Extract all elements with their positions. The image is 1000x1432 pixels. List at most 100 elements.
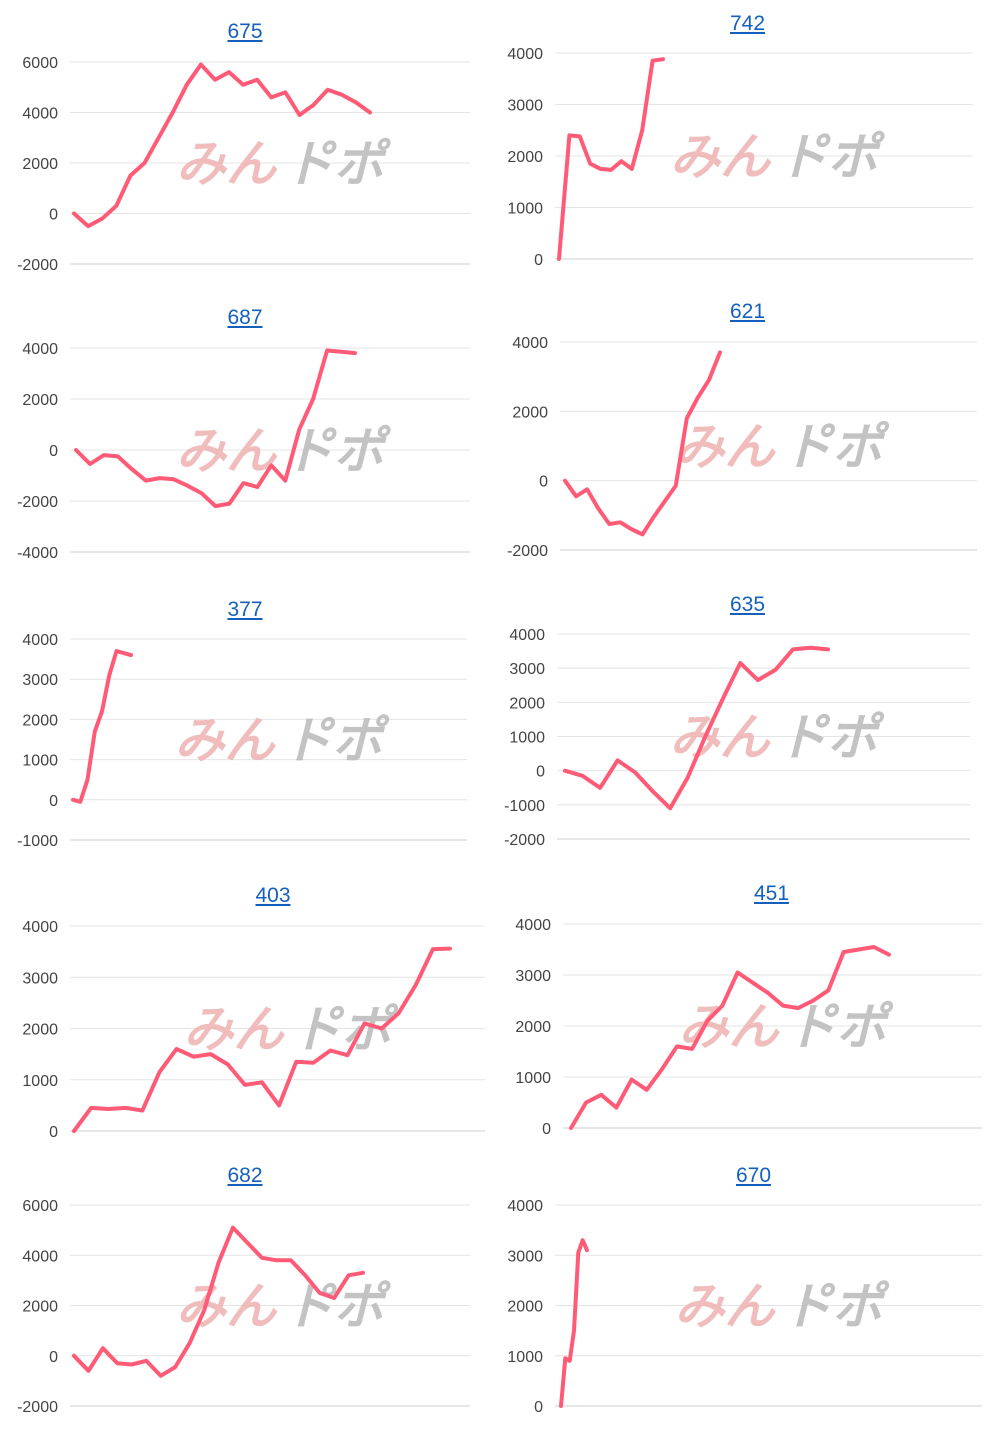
watermark-logo: みん ト゚ポ [176, 135, 392, 193]
y-tick-label: 2000 [22, 712, 58, 729]
chart-title-link[interactable]: 621 [729, 300, 766, 323]
y-tick-label: 0 [536, 764, 545, 781]
chart-panel-1: 675 6000 4000 2000 0 -2000 みん ト゚ポ [0, 14, 490, 284]
series-line [569, 945, 891, 1130]
line-chart: 6000 4000 2000 0 -2000 みん ト゚ポ [17, 1198, 470, 1416]
y-tick-label: 1000 [22, 1073, 58, 1090]
line-chart: 4000 3000 2000 1000 0 みん ト゚ポ [507, 46, 973, 269]
y-tick-label: 4000 [22, 341, 58, 358]
y-tick-label: 4000 [22, 1248, 58, 1265]
series-line [74, 348, 357, 509]
y-tick-label: 4000 [507, 46, 543, 63]
y-tick-label: 2000 [512, 404, 548, 421]
y-tick-label: -2000 [17, 257, 58, 274]
chart-title-link[interactable]: 687 [227, 306, 263, 329]
line-chart: 4000 3000 2000 1000 0 みん ト゚ポ [515, 917, 982, 1138]
watermark-text-left: みん [176, 135, 278, 193]
chart-title-link[interactable]: 670 [735, 1164, 772, 1187]
y-tick-label: -1000 [504, 798, 545, 815]
y-tick-label: 0 [542, 1121, 551, 1138]
y-tick-label: 2000 [22, 1022, 58, 1039]
watermark-text-right: ト゚ポ [283, 712, 391, 770]
watermark-logo: みん ト゚ポ [675, 418, 891, 476]
y-tick-label: 6000 [22, 1198, 58, 1215]
chart-panel-10: 670 4000 3000 2000 1000 0 みん ト゚ポ [495, 1158, 1000, 1428]
chart-title-link[interactable]: 451 [753, 882, 790, 905]
y-tick-label: 4000 [515, 917, 551, 934]
watermark-text-right: ト゚ポ [787, 998, 895, 1056]
watermark-logo: みん ト゚ポ [176, 1278, 392, 1336]
y-tick-label: 0 [49, 1124, 58, 1141]
chart-title-link[interactable]: 403 [255, 884, 291, 907]
y-tick-label: 3000 [507, 1248, 543, 1265]
y-tick-label: 1000 [509, 730, 545, 747]
y-tick-label: 0 [539, 474, 548, 491]
chart-panel-3: 687 4000 2000 0 -2000 -4000 みん ト゚ポ [0, 300, 490, 570]
series-line [72, 946, 452, 1133]
y-tick-label: 0 [49, 443, 58, 460]
watermark-text-right: ト゚ポ [284, 1278, 392, 1336]
line-chart: 4000 3000 2000 1000 0 みん ト゚ポ [507, 1198, 982, 1416]
y-tick-label: 1000 [507, 201, 543, 218]
chart-title-link[interactable]: 682 [227, 1164, 263, 1187]
y-tick-label: 0 [534, 1399, 543, 1416]
y-tick-label: 3000 [22, 672, 58, 689]
line-chart: 6000 4000 2000 0 -2000 みん ト゚ポ [17, 55, 470, 274]
series-line [72, 1225, 365, 1378]
y-tick-label: 4000 [509, 627, 545, 644]
y-tick-label: 2000 [22, 1299, 58, 1316]
y-tick-label: -2000 [507, 543, 548, 560]
chart-panel-5: 377 4000 3000 2000 1000 0 -1000 みん ト゚ポ [0, 592, 490, 862]
y-tick-label: -2000 [17, 494, 58, 511]
y-tick-label: 2000 [22, 156, 58, 173]
watermark-text-left: みん [184, 1001, 286, 1059]
chart-panel-9: 682 6000 4000 2000 0 -2000 みん ト゚ポ [0, 1158, 490, 1428]
series-line [563, 350, 722, 537]
watermark-logo: みん ト゚ポ [670, 128, 886, 186]
chart-title-link[interactable]: 635 [729, 593, 766, 616]
y-tick-label: 2000 [507, 1299, 543, 1316]
series-line [559, 1238, 589, 1408]
series-line [557, 57, 665, 261]
y-tick-label: -1000 [17, 833, 58, 850]
line-chart: 4000 3000 2000 1000 0 みん ト゚ポ [22, 919, 485, 1141]
y-tick-label: -2000 [17, 1399, 58, 1416]
chart-panel-4: 621 4000 2000 0 -2000 みん ト゚ポ [495, 294, 1000, 564]
chart-title-link[interactable]: 377 [227, 598, 263, 621]
watermark-logo: みん ト゚ポ [670, 709, 886, 767]
line-chart: 4000 3000 2000 1000 0 -1000 -2000 みん ト゚ポ [504, 627, 970, 849]
y-tick-label: 2000 [515, 1019, 551, 1036]
y-tick-label: 6000 [22, 55, 58, 72]
watermark-logo: みん ト゚ポ [176, 422, 392, 480]
line-chart: 4000 2000 0 -2000 みん ト゚ポ [507, 335, 977, 560]
y-tick-label: -2000 [504, 832, 545, 849]
watermark-logo: みん ト゚ポ [184, 1001, 400, 1059]
y-tick-label: 4000 [512, 335, 548, 352]
y-tick-label: 1000 [22, 753, 58, 770]
y-tick-label: 1000 [515, 1070, 551, 1087]
y-tick-label: 4000 [22, 919, 58, 936]
watermark-text-left: みん [670, 709, 772, 767]
watermark-text-right: ト゚ポ [778, 128, 886, 186]
watermark-logo: みん ト゚ポ [679, 998, 895, 1056]
watermark-text-left: みん [176, 422, 278, 480]
line-chart: 4000 2000 0 -2000 -4000 みん ト゚ポ [17, 341, 470, 562]
y-tick-label: 2000 [507, 149, 543, 166]
watermark-text-right: ト゚ポ [783, 418, 891, 476]
y-tick-label: 4000 [507, 1198, 543, 1215]
y-tick-label: 3000 [509, 661, 545, 678]
chart-panel-6: 635 4000 3000 2000 1000 0 -1000 -2000 みん ト゚ポ [495, 587, 1000, 857]
y-tick-label: 3000 [507, 98, 543, 115]
chart-title-link[interactable]: 742 [729, 12, 766, 35]
y-tick-label: 4000 [22, 632, 58, 649]
watermark-text-right: ト゚ポ [284, 135, 392, 193]
y-tick-label: -4000 [17, 545, 58, 562]
chart-panel-7: 403 4000 3000 2000 1000 0 みん ト゚ポ [0, 878, 490, 1148]
chart-title-link[interactable]: 675 [227, 20, 263, 43]
watermark-text-left: みん [675, 1278, 777, 1336]
series-line [72, 62, 372, 229]
watermark-text-right: ト゚ポ [778, 709, 886, 767]
watermark-text-left: みん [675, 418, 777, 476]
y-tick-label: 2000 [22, 392, 58, 409]
y-tick-label: 4000 [22, 106, 58, 123]
